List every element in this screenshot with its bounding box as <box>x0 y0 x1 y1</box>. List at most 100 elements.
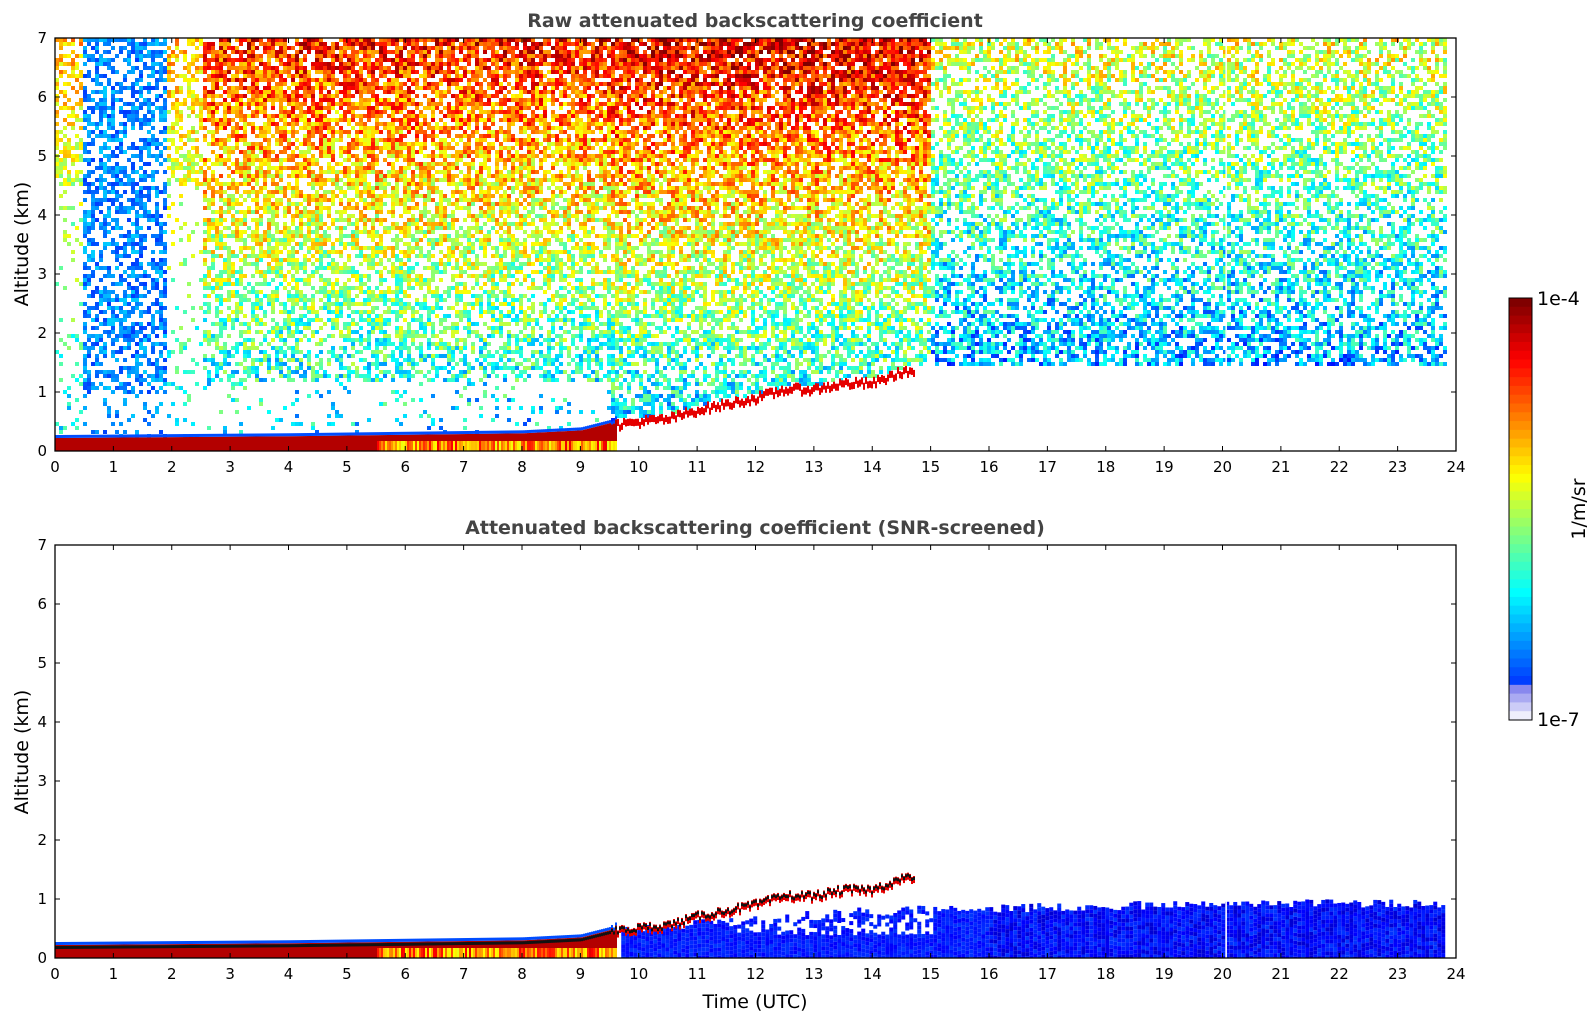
heatmap-cell <box>99 102 103 106</box>
heatmap-cell <box>295 234 299 238</box>
heatmap-cell <box>431 126 435 130</box>
heatmap-cell <box>151 62 155 66</box>
heatmap-cell <box>375 158 379 162</box>
heatmap-cell <box>419 414 423 418</box>
heatmap-cell <box>211 338 215 342</box>
heatmap-cell <box>203 354 207 358</box>
heatmap-cell <box>339 362 343 366</box>
heatmap-cell <box>299 262 303 266</box>
heatmap-cell <box>247 158 251 162</box>
heatmap-cell <box>243 386 247 390</box>
heatmap-cell <box>123 110 127 114</box>
heatmap-cell <box>263 270 267 274</box>
heatmap-cell <box>371 66 375 70</box>
heatmap-cell <box>383 90 387 94</box>
heatmap-cell <box>439 62 443 66</box>
heatmap-cell <box>371 262 375 266</box>
heatmap-cell <box>87 350 91 354</box>
heatmap-cell <box>171 102 175 106</box>
heatmap-cell <box>195 170 199 174</box>
heatmap-cell <box>439 170 443 174</box>
heatmap-cell <box>427 266 431 270</box>
heatmap-cell <box>287 146 291 150</box>
heatmap-cell <box>239 294 243 298</box>
heatmap-cell <box>239 174 243 178</box>
heatmap-cell <box>363 90 367 94</box>
heatmap-cell <box>395 130 399 134</box>
heatmap-cell <box>339 202 343 206</box>
heatmap-cell <box>135 118 139 122</box>
heatmap-cell <box>403 146 407 150</box>
heatmap-cell <box>303 118 307 122</box>
heatmap-cell <box>123 206 127 210</box>
heatmap-cell <box>323 94 327 98</box>
heatmap-cell <box>251 306 255 310</box>
heatmap-cell <box>227 206 231 210</box>
heatmap-cell <box>131 370 135 374</box>
heatmap-cell <box>215 78 219 82</box>
heatmap-cell <box>207 78 211 82</box>
heatmap-cell <box>391 194 395 198</box>
heatmap-cell <box>95 218 99 222</box>
heatmap-cell <box>347 82 351 86</box>
heatmap-cell <box>411 142 415 146</box>
heatmap-cell <box>323 54 327 58</box>
heatmap-cell <box>431 218 435 222</box>
heatmap-cell <box>243 170 247 174</box>
heatmap-cell <box>75 226 79 230</box>
heatmap-cell <box>111 186 115 190</box>
heatmap-cell <box>71 250 75 254</box>
heatmap-cell <box>111 170 115 174</box>
heatmap-cell <box>383 46 387 50</box>
heatmap-cell <box>367 50 371 54</box>
heatmap-cell <box>235 370 239 374</box>
heatmap-cell <box>115 54 119 58</box>
heatmap-cell <box>443 226 447 230</box>
heatmap-cell <box>295 226 299 230</box>
heatmap-cell <box>403 190 407 194</box>
heatmap-cell <box>287 86 291 90</box>
heatmap-cell <box>259 186 263 190</box>
heatmap-cell <box>379 210 383 214</box>
heatmap-cell <box>183 166 187 170</box>
heatmap-cell <box>263 162 267 166</box>
heatmap-cell <box>275 54 279 58</box>
heatmap-cell <box>351 118 355 122</box>
heatmap-cell <box>83 422 87 426</box>
heatmap-cell <box>331 290 335 294</box>
heatmap-cell <box>251 342 255 346</box>
heatmap-cell <box>83 406 87 410</box>
heatmap-cell <box>135 146 139 150</box>
heatmap-cell <box>247 290 251 294</box>
heatmap-cell <box>435 346 439 350</box>
heatmap-cell <box>239 378 243 382</box>
heatmap-cell <box>215 54 219 58</box>
heatmap-cell <box>107 330 111 334</box>
heatmap-cell <box>87 158 91 162</box>
heatmap-cell <box>215 66 219 70</box>
heatmap-cell <box>291 214 295 218</box>
heatmap-cell <box>367 322 371 326</box>
heatmap-cell <box>219 218 223 222</box>
heatmap-cell <box>119 318 123 322</box>
heatmap-cell <box>131 274 135 278</box>
heatmap-cell <box>195 130 199 134</box>
heatmap-cell <box>275 286 279 290</box>
heatmap-cell <box>387 310 391 314</box>
heatmap-cell <box>251 46 255 50</box>
heatmap-cell <box>391 150 395 154</box>
heatmap-cell <box>207 294 211 298</box>
heatmap-cell <box>347 78 351 82</box>
heatmap-cell <box>83 90 87 94</box>
heatmap-cell <box>291 154 295 158</box>
heatmap-cell <box>99 290 103 294</box>
heatmap-cell <box>367 374 371 378</box>
heatmap-cell <box>347 158 351 162</box>
heatmap-cell <box>87 142 91 146</box>
heatmap-cell <box>255 258 259 262</box>
heatmap-cell <box>95 314 99 318</box>
heatmap-cell <box>207 58 211 62</box>
heatmap-cell <box>379 130 383 134</box>
heatmap-cell <box>75 62 79 66</box>
heatmap-cell <box>139 86 143 90</box>
